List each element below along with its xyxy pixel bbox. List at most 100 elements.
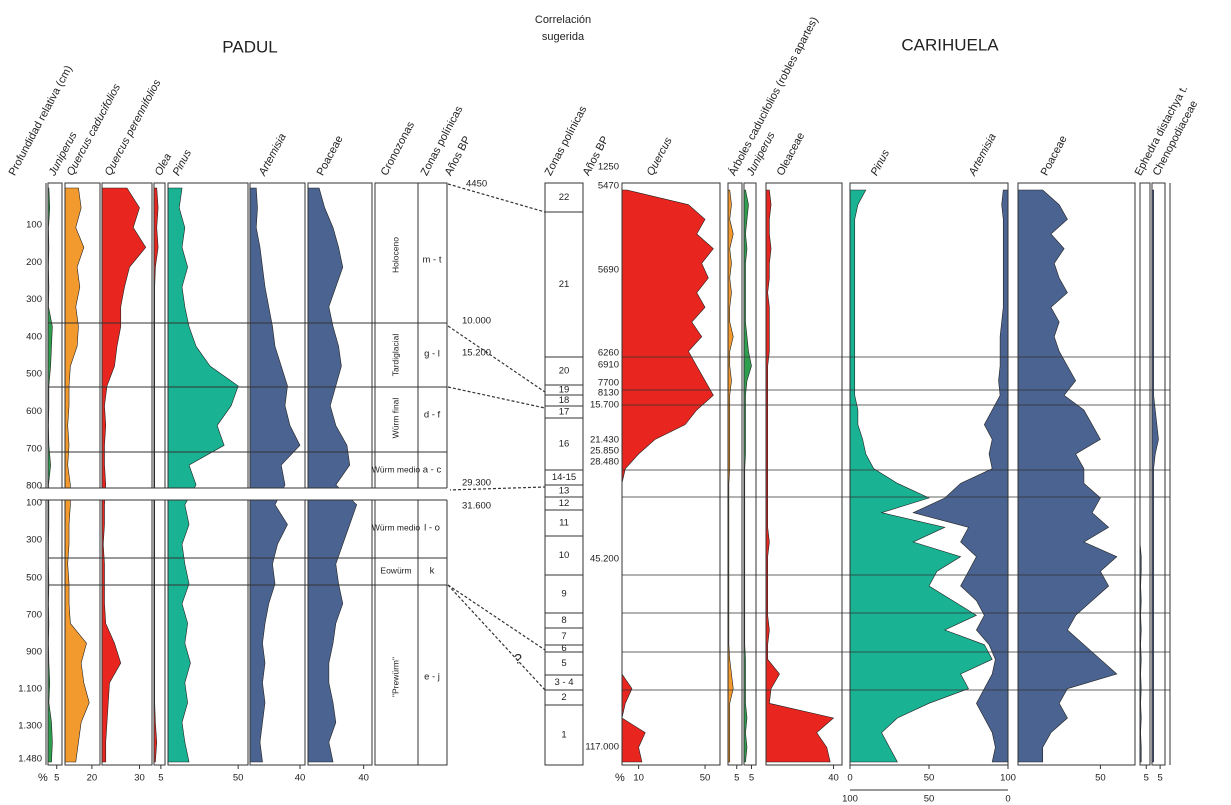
scale-label: 100	[1000, 773, 1016, 784]
depth-label: 100	[26, 220, 42, 231]
age-label: 29.300	[462, 478, 491, 489]
scale-label: 5	[734, 773, 739, 784]
depth-label: 800	[26, 481, 42, 492]
zone-label: 2	[561, 692, 566, 703]
column-header: Pinus	[171, 147, 195, 177]
pollen-curve	[153, 187, 159, 763]
depth-label: 900	[26, 647, 42, 658]
column-frame	[417, 182, 448, 766]
column-header: Pinus	[869, 147, 893, 177]
pollen-curve	[1017, 189, 1118, 763]
depth-label: 500	[26, 369, 42, 380]
zone-label: m - t	[423, 255, 442, 266]
column-frame	[1017, 182, 1136, 766]
column-header: Poaceae	[1039, 134, 1070, 178]
zone-label: d - f	[424, 410, 441, 421]
column-frame	[1151, 182, 1166, 766]
depth-label: 700	[26, 610, 42, 621]
age-label: 5470	[598, 181, 619, 192]
column-header: Quercus	[645, 135, 675, 178]
column-frame	[621, 182, 721, 766]
column-header: Poaceae	[315, 134, 346, 178]
depth-label: 1.300	[18, 721, 42, 732]
age-label: 6260	[598, 348, 619, 359]
column-frame	[167, 182, 249, 766]
age-label: 10.000	[462, 316, 491, 327]
zone-label: 6	[561, 643, 566, 654]
scale-label: 40	[358, 773, 369, 784]
scale-label: 10	[633, 773, 644, 784]
scale-label: 0	[847, 773, 852, 784]
cronozona-label: Eowürm	[380, 565, 411, 575]
correlation-title: sugerida	[542, 31, 585, 43]
zone-label: 5	[561, 658, 566, 669]
depth-label: 500	[26, 573, 42, 584]
column-header: Cronozonas	[379, 119, 418, 177]
zone-label: k	[430, 566, 435, 577]
zone-label: 13	[559, 486, 570, 497]
pollen-curve	[47, 187, 53, 763]
scale-label: 0	[1005, 794, 1010, 805]
age-label: 31.600	[462, 501, 491, 512]
age-label: 21.430	[590, 435, 619, 446]
depth-label: 300	[26, 535, 42, 546]
column-frame	[765, 182, 843, 766]
age-label: 8130	[598, 388, 619, 399]
scale-label: 20	[87, 773, 98, 784]
zone-label: 3 - 4	[554, 677, 573, 688]
age-label: 117.000	[585, 742, 619, 753]
pollen-curve	[1151, 189, 1159, 763]
pollen-curve	[912, 189, 1009, 763]
column-header: Olea	[153, 152, 175, 178]
zone-label: 22	[559, 192, 570, 203]
column-frame	[101, 182, 153, 766]
zone-label: 14-15	[552, 472, 576, 483]
zone-label: g - l	[424, 349, 440, 360]
pollen-curve	[64, 187, 90, 763]
pollen-curve	[849, 189, 993, 763]
pollen-curve	[101, 187, 147, 763]
cronozona-label: Würm final	[390, 398, 400, 439]
scale-label: 5	[749, 773, 754, 784]
pollen-curve	[765, 189, 835, 763]
percent-label: %	[615, 772, 625, 784]
cronozona-label: Würm medio	[372, 464, 420, 474]
scale-label: 30	[134, 773, 145, 784]
scale-label: 40	[828, 773, 839, 784]
zone-label: 9	[561, 589, 566, 600]
zone-label: a - c	[423, 465, 442, 476]
column-frame	[307, 182, 373, 766]
column-frame	[249, 182, 306, 766]
cronozona-label: Holoceno	[390, 237, 400, 273]
column-header: Artemisia	[966, 132, 999, 179]
depth-label: 1.100	[18, 684, 42, 695]
scale-label: 50	[233, 773, 244, 784]
zone-label: 17	[559, 407, 570, 418]
column-frame	[1139, 182, 1151, 766]
zone-label: 1	[561, 730, 566, 741]
zone-label: 21	[559, 279, 570, 290]
age-label: 6910	[598, 360, 619, 371]
depth-label: 400	[26, 331, 42, 342]
correlation-lines	[447, 183, 546, 691]
zone-label: 20	[559, 366, 570, 377]
zone-label: 7	[561, 631, 566, 642]
pollen-curve	[307, 187, 358, 763]
scale-label: 40	[295, 773, 306, 784]
column-header: Árboles caducifolios (robles apartes)	[726, 15, 821, 178]
age-label: 25.850	[590, 446, 619, 457]
scale-label: 50	[700, 773, 711, 784]
percent-label: %	[38, 772, 48, 784]
section-break	[40, 488, 450, 500]
zone-label: 12	[559, 498, 570, 509]
zone-label: e - j	[424, 672, 440, 683]
scale-label: 50	[924, 794, 935, 805]
depth-label: 600	[26, 406, 42, 417]
age-label: 7700	[598, 378, 619, 389]
scale-label: 50	[1095, 773, 1106, 784]
scale-label: 50	[924, 773, 935, 784]
scale-label: 5	[54, 773, 59, 784]
column-frame	[153, 182, 166, 766]
zone-label: 19	[559, 385, 570, 396]
